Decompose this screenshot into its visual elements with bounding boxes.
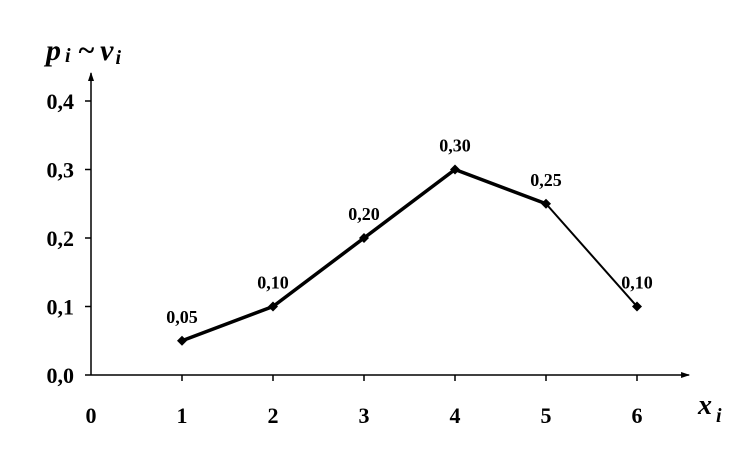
data-label: 0,25 [530, 170, 562, 190]
x-ticks: 0 1 2 3 4 5 6 [86, 375, 643, 428]
x-tick-label: 2 [268, 403, 279, 428]
data-label: 0,10 [257, 273, 289, 293]
data-label: 0,05 [166, 307, 198, 327]
y-axis-title-p: p [43, 34, 61, 67]
y-axis-title-i: i [65, 45, 71, 67]
x-axis-title-i: i [716, 405, 722, 427]
data-labels: 0,05 0,10 0,20 0,30 0,25 0,10 [166, 136, 653, 327]
data-point-marker [632, 301, 642, 312]
data-point-marker [541, 198, 551, 209]
series [177, 164, 642, 346]
y-axis-title: p i ~ ν i [43, 34, 122, 69]
y-axis-title-i2: i [116, 47, 122, 69]
data-point-marker [359, 233, 369, 243]
x-axis-title-x: x [697, 390, 712, 421]
data-label: 0,20 [348, 204, 380, 224]
series-line-segment [453, 167, 548, 206]
y-axis-arrow [88, 72, 94, 81]
x-tick-label: 4 [450, 403, 461, 428]
series-line-segment [180, 304, 275, 343]
x-tick-label: 3 [359, 403, 370, 428]
data-point-marker [450, 164, 460, 175]
data-point-marker [177, 335, 187, 346]
y-tick-label: 0,1 [47, 295, 75, 320]
x-tick-label: 1 [177, 403, 188, 428]
series-line-segment [362, 167, 457, 240]
y-ticks: 0,0 0,1 0,2 0,3 0,4 [47, 89, 91, 388]
data-label: 0,30 [439, 136, 471, 156]
x-tick-label: 0 [86, 403, 97, 428]
y-tick-label: 0,3 [47, 158, 75, 183]
y-axis-title-tilde: ~ [79, 34, 95, 67]
x-tick-label: 6 [632, 403, 643, 428]
x-tick-label: 5 [541, 403, 552, 428]
x-axis-arrow [681, 372, 691, 378]
axes [88, 72, 691, 378]
y-tick-label: 0,4 [47, 89, 75, 114]
y-axis-title-nu: ν [100, 34, 114, 67]
series-line-segment [271, 236, 366, 309]
series-line-segment [545, 202, 638, 308]
y-tick-label: 0,2 [47, 226, 75, 251]
data-point-marker [268, 301, 278, 312]
data-label: 0,10 [621, 273, 653, 293]
y-tick-label: 0,0 [47, 363, 75, 388]
